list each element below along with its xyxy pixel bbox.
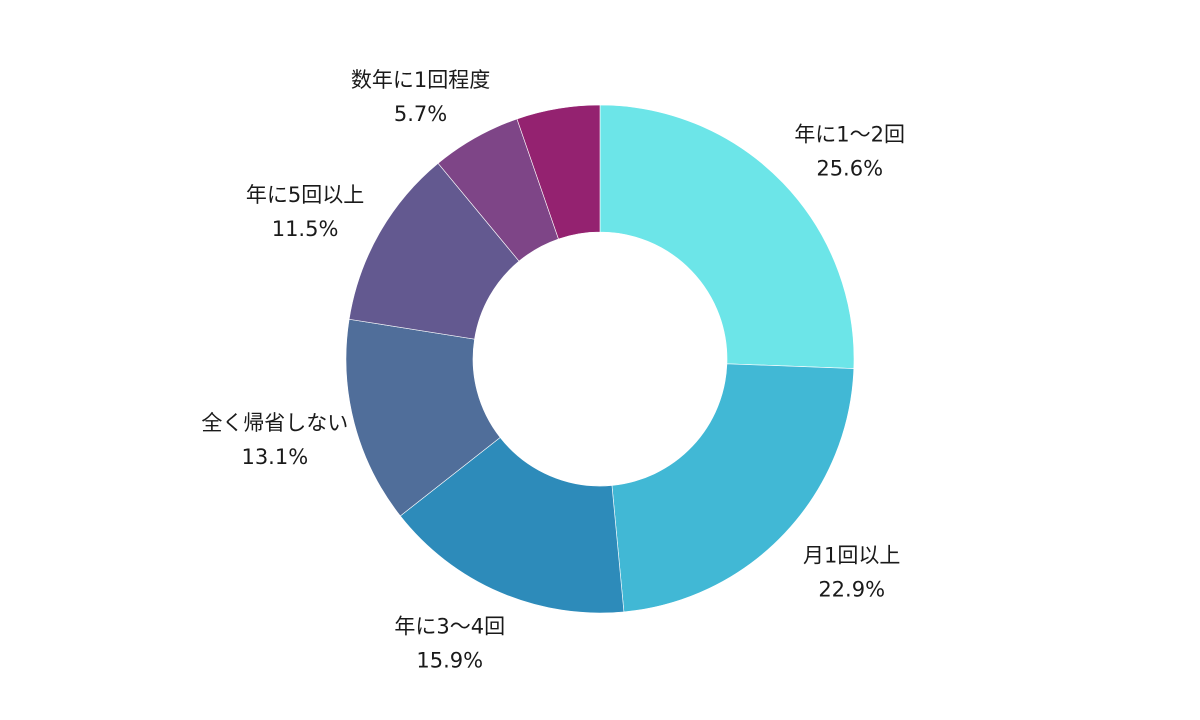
slice-category-label: 年に5回以上	[246, 183, 364, 207]
slice-label-group-3: 全く帰省しない 13.1%	[201, 411, 348, 469]
slice-6	[516, 104, 601, 240]
slice-category-label: 年に3～4回	[394, 614, 505, 638]
slice-value-label: 11.5%	[272, 217, 339, 241]
slice-value-label: 5.7%	[394, 102, 447, 126]
slice-value-label: 13.1%	[241, 445, 308, 469]
slice-label-group-1: 月1回以上 22.9%	[803, 543, 900, 601]
slice-value-label: 25.6%	[816, 156, 883, 180]
slice-label-group-5: 数年に1回程度 5.7%	[351, 68, 490, 126]
slice-label-group-2: 年に3～4回 15.9%	[394, 614, 505, 672]
slice-category-label: 全く帰省しない	[201, 411, 348, 435]
slice-2	[399, 437, 625, 614]
labels-layer: 年に1～2回 25.6% 月1回以上 22.9% 年に3～4回 15.9% 全く帰省しない 1…	[201, 68, 905, 672]
slice-label-group-0: 年に1～2回 25.6%	[794, 122, 905, 180]
slice-0	[599, 104, 855, 369]
slice-category-label: 数年に1回程度	[351, 68, 490, 92]
slice-value-label: 15.9%	[416, 648, 483, 672]
slice-1	[611, 363, 855, 613]
slices-layer	[345, 104, 855, 614]
slice-value-label: 22.9%	[818, 577, 885, 601]
slice-category-label: 月1回以上	[803, 543, 900, 567]
slice-category-label: 年に1～2回	[794, 122, 905, 146]
slice-label-group-4: 年に5回以上 11.5%	[246, 183, 364, 241]
